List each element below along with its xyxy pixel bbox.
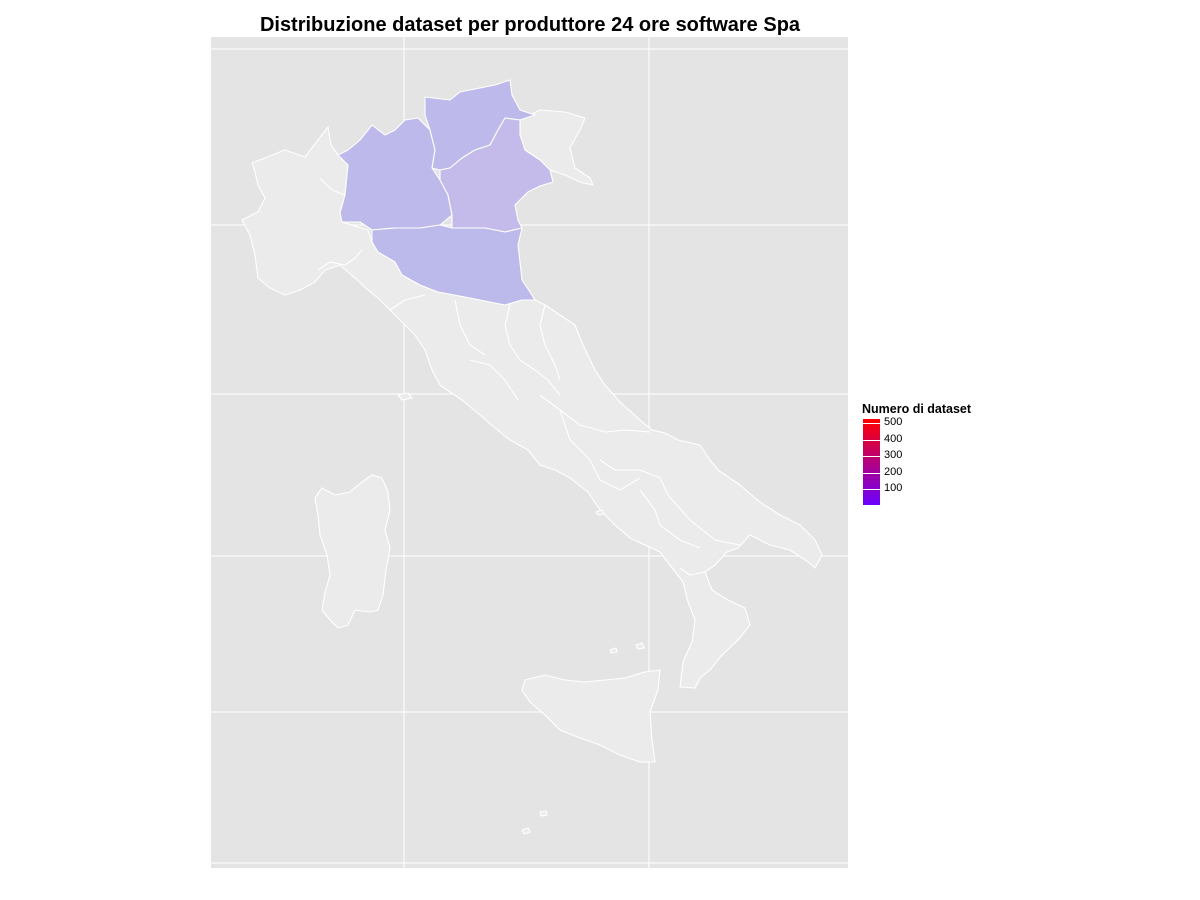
- legend-tick: [863, 456, 880, 457]
- legend-label-300: 300: [884, 449, 903, 461]
- legend-tick: [863, 489, 880, 490]
- island-capri[interactable]: [595, 509, 605, 516]
- island-lipari[interactable]: [635, 642, 645, 650]
- legend-tick: [863, 423, 880, 424]
- island-lampedusa[interactable]: [539, 810, 548, 817]
- legend-label-500: 500: [884, 416, 903, 428]
- legend-tick: [863, 473, 880, 474]
- island-pantelleria[interactable]: [521, 827, 531, 835]
- region-sicilia[interactable]: [521, 669, 661, 763]
- legend-tick: [863, 440, 880, 441]
- legend: Numero di dataset 500 400 300 200 100: [862, 402, 972, 505]
- island-elba[interactable]: [397, 392, 413, 401]
- legend-title: Numero di dataset: [862, 402, 972, 416]
- region-borders: [317, 177, 741, 576]
- region-emilia-romagna[interactable]: [371, 224, 536, 306]
- legend-label-400: 400: [884, 433, 903, 445]
- map-title: Distribuzione dataset per produttore 24 …: [259, 14, 801, 36]
- island-ustica[interactable]: [609, 647, 618, 654]
- region-sardegna[interactable]: [314, 474, 391, 629]
- legend-color-bar: [863, 419, 880, 505]
- legend-label-200: 200: [884, 466, 903, 478]
- legend-label-100: 100: [884, 482, 903, 494]
